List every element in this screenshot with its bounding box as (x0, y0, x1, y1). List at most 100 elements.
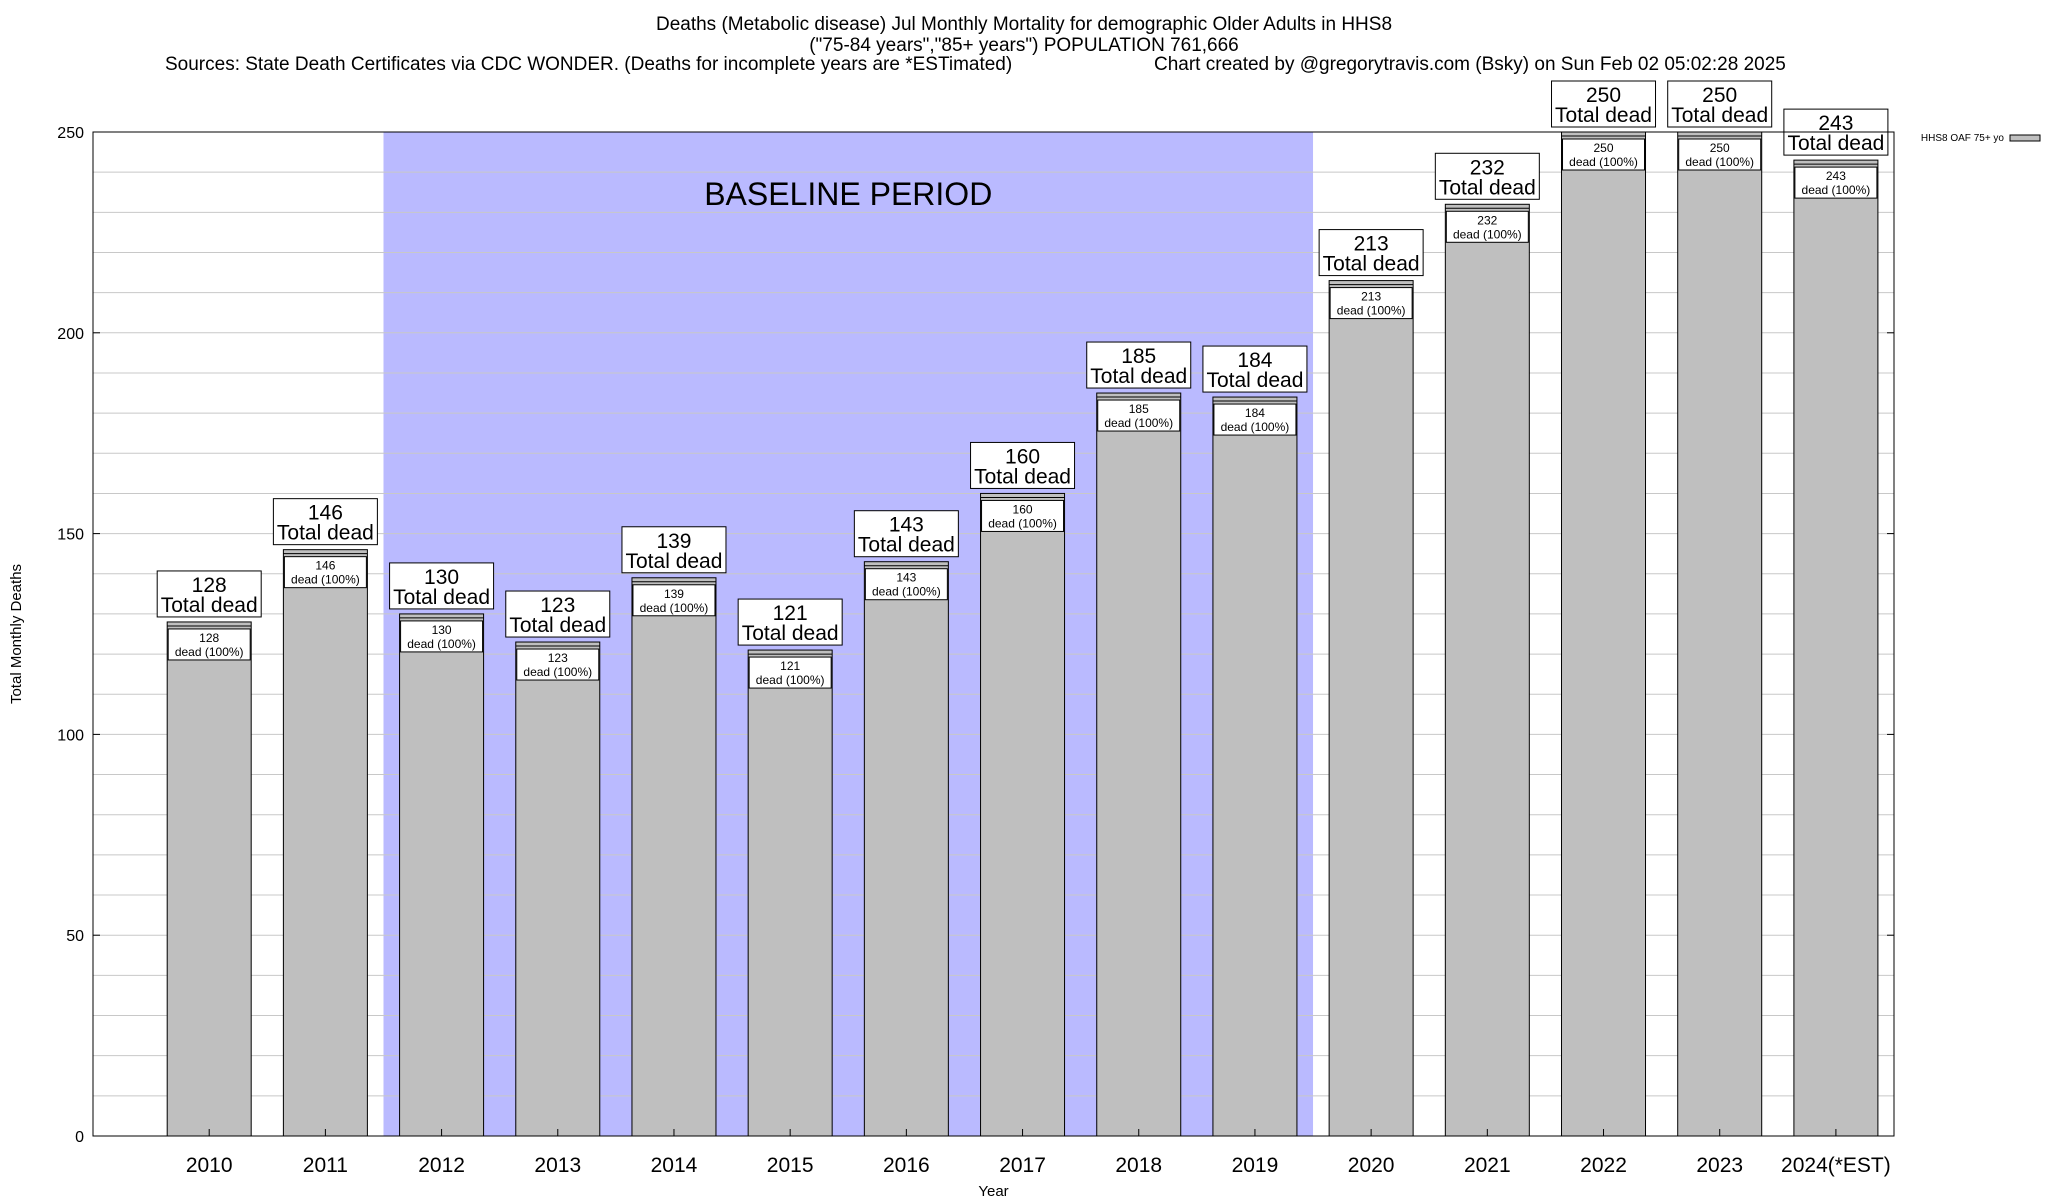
inner-label-box (1329, 287, 1413, 320)
total-label-text: Total dead (626, 550, 723, 573)
x-tick-label: 2018 (1115, 1154, 1162, 1177)
total-label-text: Total dead (742, 622, 839, 645)
inner-label-text: dead (100%) (407, 637, 476, 651)
total-label-text: Total dead (1555, 104, 1652, 127)
total-label-value: 232 (1470, 156, 1505, 179)
inner-label-text: dead (100%) (291, 573, 360, 587)
inner-label-value: 121 (780, 659, 800, 673)
total-label-text: Total dead (509, 614, 606, 637)
x-tick-label: 2012 (418, 1154, 465, 1177)
inner-label-box (1562, 138, 1646, 171)
x-tick-label: 2019 (1232, 1154, 1279, 1177)
total-label-text: Total dead (1323, 253, 1420, 276)
chart-subtitle: ("75-84 years","85+ years") POPULATION 7… (809, 35, 1239, 56)
total-label-text: Total dead (858, 534, 955, 557)
inner-label-value: 143 (896, 571, 916, 585)
baseline-period-label: BASELINE PERIOD (704, 176, 992, 212)
x-tick-label: 2016 (883, 1154, 930, 1177)
total-label-value: 139 (656, 530, 691, 553)
inner-label-value: 184 (1245, 406, 1265, 420)
total-label-box (1202, 345, 1308, 393)
bar-2012 (399, 613, 485, 1137)
total-label-text: Total dead (1439, 176, 1536, 199)
inner-label-text: dead (100%) (756, 673, 825, 687)
inner-label-value: 146 (315, 559, 335, 573)
inner-label-text: dead (100%) (1569, 155, 1638, 169)
x-axis-title: Year (978, 1183, 1008, 1200)
bar-2024(*EST) (1793, 159, 1879, 1137)
total-label-value: 184 (1237, 349, 1272, 372)
bar-2014 (631, 577, 717, 1137)
bar-2010 (166, 621, 252, 1137)
inner-label-value: 130 (432, 623, 452, 637)
bar-2016 (863, 561, 949, 1137)
y-tick-label: 150 (57, 527, 84, 544)
total-label-text: Total dead (1090, 365, 1187, 388)
x-tick-label: 2021 (1464, 1154, 1511, 1177)
total-label-box (272, 498, 378, 546)
total-label-box (1434, 152, 1540, 200)
inner-label-box (1794, 166, 1878, 199)
inner-label-text: dead (100%) (1337, 304, 1406, 318)
bar-2013 (515, 641, 601, 1137)
total-label-box (621, 526, 727, 574)
total-label-box (389, 562, 495, 610)
inner-label-value: 185 (1129, 402, 1149, 416)
inner-label-text: dead (100%) (1802, 183, 1871, 197)
inner-label-value: 250 (1594, 141, 1614, 155)
inner-label-value: 128 (199, 631, 219, 645)
inner-label-value: 139 (664, 587, 684, 601)
total-label-text: Total dead (277, 522, 374, 545)
total-label-value: 250 (1586, 84, 1621, 107)
x-tick-label: 2014 (651, 1154, 698, 1177)
total-label-value: 213 (1354, 233, 1389, 256)
total-label-box (853, 510, 959, 558)
inner-label-text: dead (100%) (1221, 420, 1290, 434)
total-label-box (970, 441, 1076, 489)
total-label-value: 143 (889, 514, 924, 537)
inner-label-value: 250 (1710, 141, 1730, 155)
inner-label-text: dead (100%) (640, 601, 709, 615)
inner-label-box (283, 556, 367, 589)
legend-label: HHS8 OAF 75+ yo (1921, 133, 2005, 144)
x-tick-label: 2015 (767, 1154, 814, 1177)
bar-2015 (747, 649, 833, 1137)
inner-label-box (400, 620, 484, 653)
inner-label-box (748, 656, 832, 689)
x-tick-label: 2013 (534, 1154, 581, 1177)
inner-label-text: dead (100%) (175, 645, 244, 659)
bar-2019 (1212, 396, 1298, 1137)
total-label-value: 185 (1121, 345, 1156, 368)
bar-2021 (1444, 203, 1530, 1137)
bar-2020 (1328, 280, 1414, 1137)
inner-label-value: 232 (1477, 213, 1497, 227)
y-tick-label: 0 (75, 1129, 84, 1146)
inner-label-value: 213 (1361, 290, 1381, 304)
x-tick-label: 2022 (1580, 1154, 1627, 1177)
total-label-value: 250 (1702, 84, 1737, 107)
total-label-box (737, 598, 843, 646)
total-label-value: 160 (1005, 445, 1040, 468)
inner-label-box (864, 568, 948, 601)
y-tick-label: 200 (57, 326, 84, 343)
inner-label-box (981, 499, 1065, 532)
total-label-text: Total dead (1206, 369, 1303, 392)
chart-title: Deaths (Metabolic disease) Jul Monthly M… (655, 14, 1393, 35)
inner-label-text: dead (100%) (1453, 227, 1522, 241)
bar-2017 (980, 492, 1066, 1137)
total-label-text: Total dead (1671, 104, 1768, 127)
inner-label-box (516, 648, 600, 681)
inner-label-text: dead (100%) (523, 665, 592, 679)
bar-2018 (1096, 392, 1182, 1137)
inner-label-value: 160 (1013, 502, 1033, 516)
total-label-box (1667, 80, 1773, 128)
total-label-value: 123 (540, 594, 575, 617)
x-tick-label: 2023 (1696, 1154, 1743, 1177)
inner-label-box (1213, 403, 1297, 436)
total-label-box (505, 590, 611, 638)
inner-label-box (1097, 399, 1181, 432)
x-tick-label: 2024(*EST) (1781, 1154, 1891, 1177)
legend-swatch (2009, 134, 2041, 142)
total-label-box (1551, 80, 1657, 128)
